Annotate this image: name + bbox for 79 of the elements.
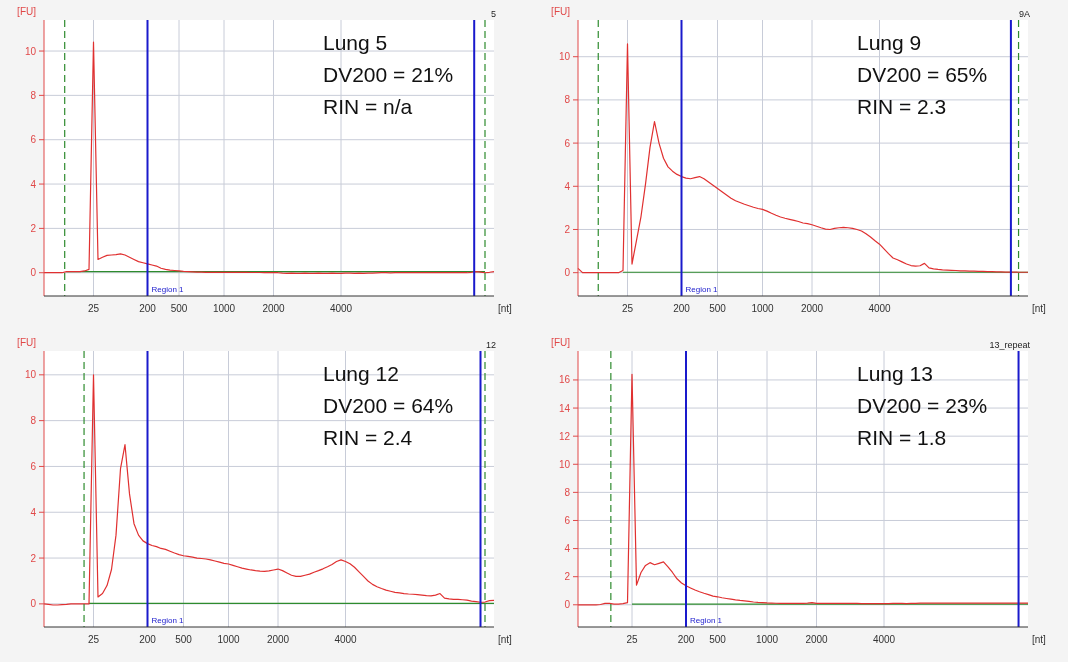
x-tick-label: 2000 [805,634,829,645]
x-tick-label: 200 [139,303,157,314]
y-tick-label: 0 [30,267,37,279]
y-tick-label: 8 [564,486,571,498]
x-tick-label: 4000 [329,303,353,314]
x-tick-label: 25 [87,303,100,314]
x-tick-label: 4000 [334,634,358,645]
x-tick-label: 25 [87,634,100,645]
x-tick-label: 500 [709,634,727,645]
annotation: Lung 5 [323,31,388,54]
x-tick-label: 1000 [755,634,779,645]
annotation: Lung 12 [323,362,399,385]
y-tick-label: 6 [30,460,37,472]
annotation: Region 1 [685,285,719,294]
x-tick-label: 2000 [266,634,290,645]
y-tick-label: 6 [30,134,37,146]
chart-title: 5 [490,9,496,19]
x-tick-label: 2000 [262,303,286,314]
x-axis-title: [nt] [1032,634,1047,645]
x-tick-label: 1000 [751,303,775,314]
x-axis-title: [nt] [498,634,513,645]
y-tick-label: 0 [564,599,571,611]
y-tick-label: 10 [558,51,571,63]
y-tick-label: 2 [564,571,571,583]
y-tick-label: 10 [24,45,37,57]
y-axis-title: [FU] [17,6,37,17]
x-tick-label: 200 [673,303,691,314]
y-tick-label: 4 [30,506,37,518]
x-tick-label: 1000 [212,303,236,314]
annotation: RIN = 2.4 [323,426,413,449]
y-axis-title: [FU] [551,6,571,17]
x-tick-label: 4000 [872,634,896,645]
y-tick-label: 4 [564,180,571,192]
annotation: DV200 = 23% [857,394,988,417]
x-tick-label: 500 [709,303,727,314]
y-tick-label: 0 [30,598,37,610]
annotation: Region 1 [690,616,723,625]
y-tick-label: 4 [30,178,37,190]
y-tick-label: 2 [564,223,571,235]
y-axis-title: [FU] [17,337,37,348]
annotation: DV200 = 65% [857,63,988,86]
chart-title: 12 [485,340,496,350]
y-tick-label: 6 [564,137,571,149]
annotation: Lung 13 [857,362,933,385]
y-tick-label: 0 [564,267,571,279]
x-tick-label: 200 [677,634,695,645]
annotation: DV200 = 21% [323,63,454,86]
y-tick-label: 8 [30,89,37,101]
x-axis-title: [nt] [1032,303,1047,314]
y-tick-label: 8 [30,415,37,427]
y-tick-label: 8 [564,94,571,106]
y-tick-label: 2 [30,222,37,234]
x-tick-label: 25 [626,634,638,645]
x-tick-label: 25 [621,303,634,314]
chart-title: 9A [1018,9,1030,19]
y-tick-label: 16 [558,374,571,386]
annotation: RIN = 1.8 [857,426,947,449]
annotation: DV200 = 64% [323,394,454,417]
annotation: Lung 9 [857,31,922,54]
y-tick-label: 10 [558,458,571,470]
y-tick-label: 12 [558,430,571,442]
y-tick-label: 6 [564,514,571,526]
x-tick-label: 500 [175,634,193,645]
y-tick-label: 10 [24,369,37,381]
x-axis-title: [nt] [498,303,513,314]
annotation: RIN = 2.3 [857,95,947,118]
y-tick-label: 4 [564,543,571,555]
x-tick-label: 500 [170,303,188,314]
annotation: Region 1 [151,285,185,294]
x-tick-label: 1000 [217,634,241,645]
annotation: RIN = n/a [323,95,413,118]
x-tick-label: 4000 [868,303,892,314]
y-tick-label: 2 [30,552,37,564]
x-tick-label: 200 [139,634,157,645]
y-axis-title: [FU] [551,337,571,348]
y-tick-label: 14 [558,402,571,414]
x-tick-label: 2000 [800,303,824,314]
chart-title: 13_repeat [989,340,1031,350]
annotation: Region 1 [151,616,185,625]
